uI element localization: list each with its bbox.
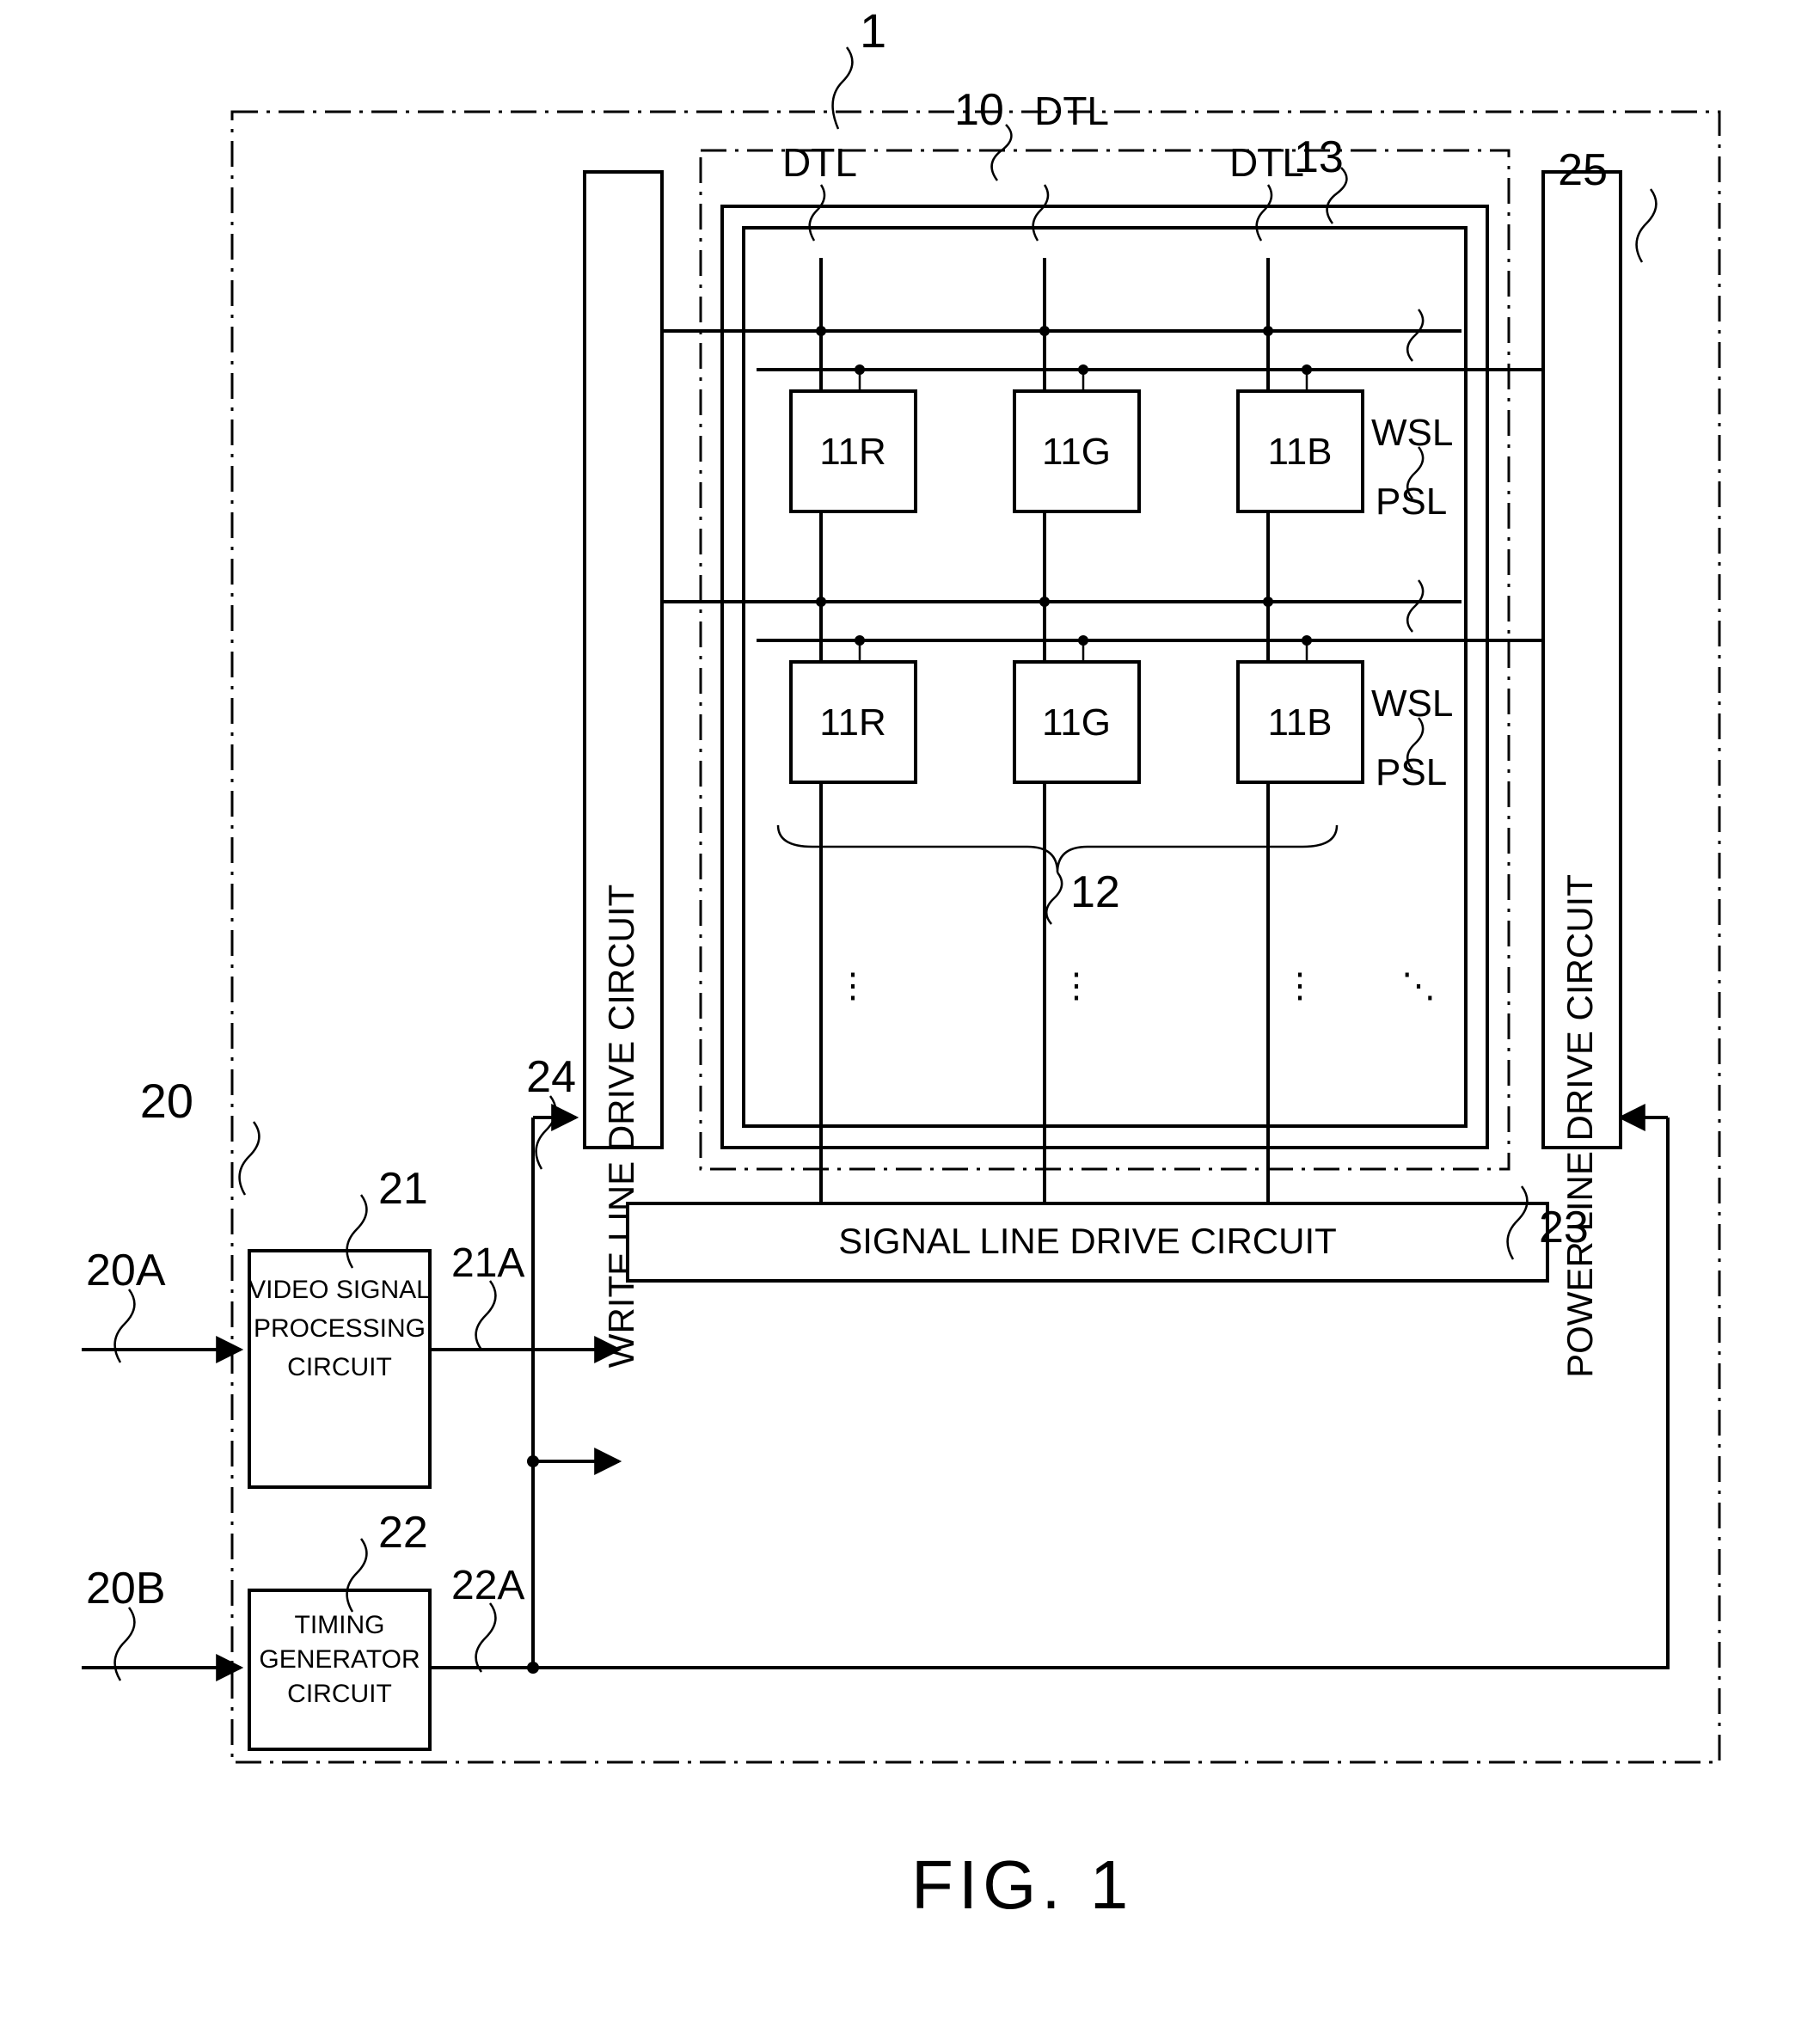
- dtl-label-3: DTL: [1229, 140, 1304, 185]
- ref-overall: 1: [860, 3, 886, 58]
- ref-drive: 20: [140, 1074, 193, 1128]
- svg-text:PROCESSING: PROCESSING: [254, 1314, 426, 1343]
- svg-text:11B: 11B: [1267, 431, 1332, 473]
- svg-text:GENERATOR: GENERATOR: [259, 1645, 420, 1674]
- ref-input-sync: 20B: [86, 1564, 166, 1613]
- ref-panel: 10: [954, 85, 1004, 135]
- ref-timing-block: 22: [378, 1508, 428, 1558]
- ref-video-block: 21: [378, 1164, 428, 1214]
- svg-text:VIDEO SIGNAL: VIDEO SIGNAL: [248, 1276, 431, 1304]
- svg-text:11G: 11G: [1042, 431, 1111, 473]
- pixel-11g-row2: 11G: [1014, 597, 1139, 782]
- dtl-label-1: DTL: [782, 140, 857, 185]
- ref-pixel-group: 12: [1070, 867, 1120, 917]
- wsl-label-1: WSL: [1371, 412, 1453, 454]
- svg-text:11R: 11R: [819, 431, 885, 473]
- pixel-11b-row2: 11B: [1238, 597, 1363, 782]
- pixel-11r-row1: 11R: [791, 326, 916, 511]
- psl-label-1: PSL: [1376, 481, 1447, 523]
- ref-25: 25: [1558, 145, 1608, 195]
- svg-text:CIRCUIT: CIRCUIT: [287, 1353, 392, 1381]
- ref-22a: 22A: [451, 1563, 524, 1608]
- svg-text:TIMING: TIMING: [295, 1611, 385, 1639]
- drive-circuit-frame: [232, 112, 1719, 1762]
- psl-label-2: PSL: [1376, 751, 1447, 793]
- ellipsis-col-b: ⋮: [1283, 967, 1317, 1005]
- figure-title: FIG. 1: [911, 1846, 1133, 1923]
- pixel-11b-row1: 11B: [1238, 326, 1363, 511]
- wsl-label-2: WSL: [1371, 683, 1453, 725]
- pixel-11g-row1: 11G: [1014, 326, 1139, 511]
- svg-text:CIRCUIT: CIRCUIT: [287, 1680, 392, 1708]
- ref-21a: 21A: [451, 1240, 524, 1286]
- svg-text:11B: 11B: [1267, 701, 1332, 744]
- ellipsis-col-r: ⋮: [836, 967, 870, 1005]
- ref-24: 24: [526, 1052, 576, 1102]
- svg-text:POWER LINE DRIVE CIRCUIT: POWER LINE DRIVE CIRCUIT: [1560, 874, 1600, 1378]
- ellipsis-col-g: ⋮: [1059, 967, 1094, 1005]
- svg-text:SIGNAL LINE DRIVE CIRCUIT: SIGNAL LINE DRIVE CIRCUIT: [838, 1221, 1337, 1261]
- pixel-11r-row2: 11R: [791, 597, 916, 782]
- circuit-diagram: 1 20 20A 20B VIDEO SIGNAL PROCESSING CIR…: [0, 0, 1820, 2039]
- svg-text:11R: 11R: [819, 701, 885, 744]
- dtl-label-2: DTL: [1034, 89, 1109, 133]
- svg-text:WRITE LINE DRIVE CIRCUIT: WRITE LINE DRIVE CIRCUIT: [601, 885, 641, 1368]
- svg-text:11G: 11G: [1042, 701, 1111, 744]
- ref-input-video: 20A: [86, 1246, 166, 1295]
- ref-23: 23: [1539, 1203, 1589, 1252]
- ellipsis-corner: ⋱: [1401, 967, 1436, 1005]
- pixel-group-brace: [778, 825, 1337, 873]
